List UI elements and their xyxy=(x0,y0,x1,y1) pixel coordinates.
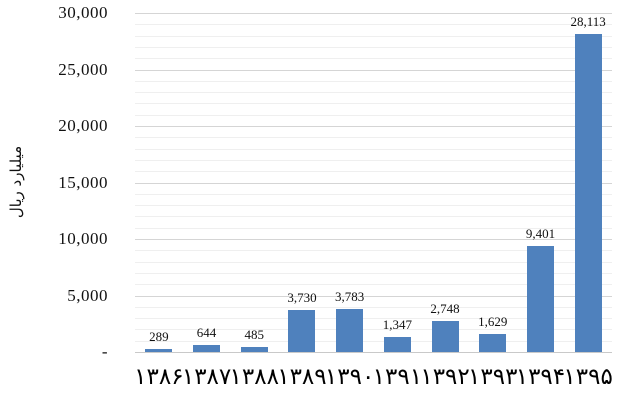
y-axis-tick-label: 30,000 xyxy=(58,3,108,22)
major-gridline xyxy=(135,69,612,71)
bar-value-label: 9,401 xyxy=(525,225,556,241)
bar-value-label: 2,748 xyxy=(430,300,460,316)
y-axis-tick-label: 20,000 xyxy=(58,116,108,135)
bar-value-label: 3,783 xyxy=(335,289,365,305)
x-axis-category-label: ۱۳۸۶ xyxy=(134,364,184,390)
major-gridline xyxy=(135,126,612,127)
x-axis-category-label: ۱۳۹۲ xyxy=(420,364,470,390)
minor-gridline xyxy=(135,24,612,26)
x-axis-category-label: ۱۳۹۵ xyxy=(563,364,613,390)
bar xyxy=(288,309,316,352)
minor-gridline xyxy=(135,216,612,218)
x-axis-category-label: ۱۳۹۱ xyxy=(372,364,423,390)
minor-gridline xyxy=(135,272,612,274)
x-axis-category-label: ۱۳۹۳ xyxy=(468,364,518,390)
minor-gridline xyxy=(135,80,612,82)
minor-gridline xyxy=(135,261,612,263)
bar xyxy=(574,34,602,352)
bar xyxy=(240,346,268,352)
minor-gridline xyxy=(135,329,612,331)
bar-value-label: 3,730 xyxy=(287,289,317,305)
minor-gridline xyxy=(135,159,612,161)
x-axis-category-labels: ۱۳۸۶ ۱۳۸۷ ۱۳۸۸ ۱۳۸۹ ۱۳۹۰ ۱۳۹۱ ۱۳۹۲ ۱۳۹۳ ۱۳۹۴ ۱۳۹۵ xyxy=(134,364,613,400)
major-gridline xyxy=(135,295,612,297)
minor-gridline xyxy=(135,148,612,150)
minor-gridline xyxy=(135,318,612,320)
bar-value-label: 1,347 xyxy=(382,316,412,332)
x-axis-category-label: ۱۳۹۰ xyxy=(324,364,375,390)
bar xyxy=(145,348,173,352)
minor-gridline xyxy=(135,58,612,60)
plot-area: 289 644 485 3,730 3,783 1,347 2,748 1,629 9,401 2… xyxy=(135,13,612,353)
bar xyxy=(383,336,411,352)
minor-gridline xyxy=(135,92,612,94)
x-axis-category-label: ۱۳۸۸ xyxy=(229,364,279,390)
minor-gridline xyxy=(135,193,612,195)
y-axis-tick-label: 15,000 xyxy=(58,172,108,192)
minor-gridline xyxy=(135,227,612,229)
minor-gridline xyxy=(135,103,612,105)
y-axis-tick-label: 10,000 xyxy=(58,229,108,248)
x-axis-category-label: ۱۳۸۷ xyxy=(181,364,232,390)
y-axis-tick-label: 25,000 xyxy=(58,59,108,79)
minor-gridline xyxy=(135,306,612,308)
minor-gridline xyxy=(135,46,612,48)
minor-gridline xyxy=(135,250,612,252)
bar xyxy=(336,309,364,352)
x-axis-category-label: ۱۳۹۴ xyxy=(515,364,566,390)
x-axis-line xyxy=(135,352,612,353)
minor-gridline xyxy=(135,114,612,116)
minor-gridline xyxy=(135,284,612,286)
bar xyxy=(431,320,459,352)
major-gridline xyxy=(135,239,612,240)
y-axis-tick-label: 5,000 xyxy=(67,285,108,305)
minor-gridline xyxy=(135,340,612,342)
minor-gridline xyxy=(135,205,612,207)
bar xyxy=(479,333,507,352)
x-axis-category-label: ۱۳۸۹ xyxy=(277,364,327,390)
major-gridline xyxy=(135,13,612,14)
bar-value-label: 644 xyxy=(196,324,217,340)
bar-value-label: 28,113 xyxy=(570,14,606,30)
minor-gridline xyxy=(135,35,612,37)
bar xyxy=(526,245,554,352)
bar-value-label: 289 xyxy=(149,328,169,344)
y-axis-tick-label: - xyxy=(101,342,108,361)
major-gridline xyxy=(135,182,612,184)
bar xyxy=(193,344,221,352)
bar-value-label: 1,629 xyxy=(478,313,508,329)
bar-value-label: 485 xyxy=(244,326,265,342)
y-axis-tick-labels: - 5,000 10,000 15,000 20,000 25,000 30,000 xyxy=(0,3,108,361)
minor-gridline xyxy=(135,171,612,173)
minor-gridline xyxy=(135,137,612,139)
